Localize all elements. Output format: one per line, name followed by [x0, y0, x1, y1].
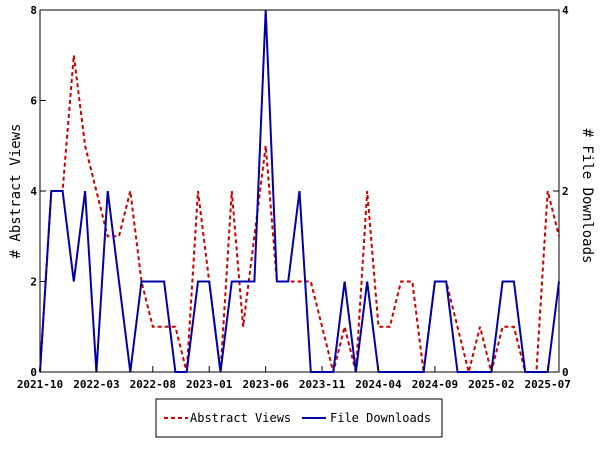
- x-tick-label: 2023-11: [299, 378, 346, 391]
- y-left-tick-label: 8: [30, 4, 37, 17]
- x-tick-label: 2021-10: [17, 378, 63, 391]
- x-tick-label: 2022-08: [130, 378, 176, 391]
- y-right-tick-label: 0: [562, 366, 569, 379]
- x-tick-label: 2022-03: [73, 378, 119, 391]
- series-line-abstract-views: [39, 55, 560, 373]
- y-left-tick-label: 0: [30, 366, 37, 379]
- legend-label-file-downloads: File Downloads: [330, 411, 431, 425]
- x-tick-label: 2023-06: [242, 378, 289, 391]
- x-tick-label: 2025-02: [468, 378, 514, 391]
- y-left-axis-title: # Abstract Views: [8, 124, 24, 259]
- y-left-tick-label: 4: [30, 185, 37, 198]
- legend-box: [155, 398, 443, 438]
- x-tick-label: 2024-04: [355, 378, 402, 391]
- y-left-tick-label: 6: [30, 95, 37, 108]
- axes-layer: 2021-10 2022-03 2022-08 2023-01 2023-06 2023-…: [17, 4, 571, 391]
- y-right-tick-label: 4: [562, 4, 569, 17]
- x-tick-label: 2025-07: [525, 378, 571, 391]
- legend-label-abstract-views: Abstract Views: [190, 411, 291, 425]
- x-tick-label: 2024-09: [412, 378, 458, 391]
- legend: Abstract Views File Downloads: [155, 398, 443, 438]
- x-tick-label: 2023-01: [186, 378, 233, 391]
- y-left-tick-label: 2: [30, 276, 37, 289]
- y-right-tick-label: 2: [562, 185, 569, 198]
- series-layer: [39, 9, 560, 373]
- y-right-axis-title: # File Downloads: [579, 129, 595, 264]
- series-line-file-downloads: [39, 9, 560, 373]
